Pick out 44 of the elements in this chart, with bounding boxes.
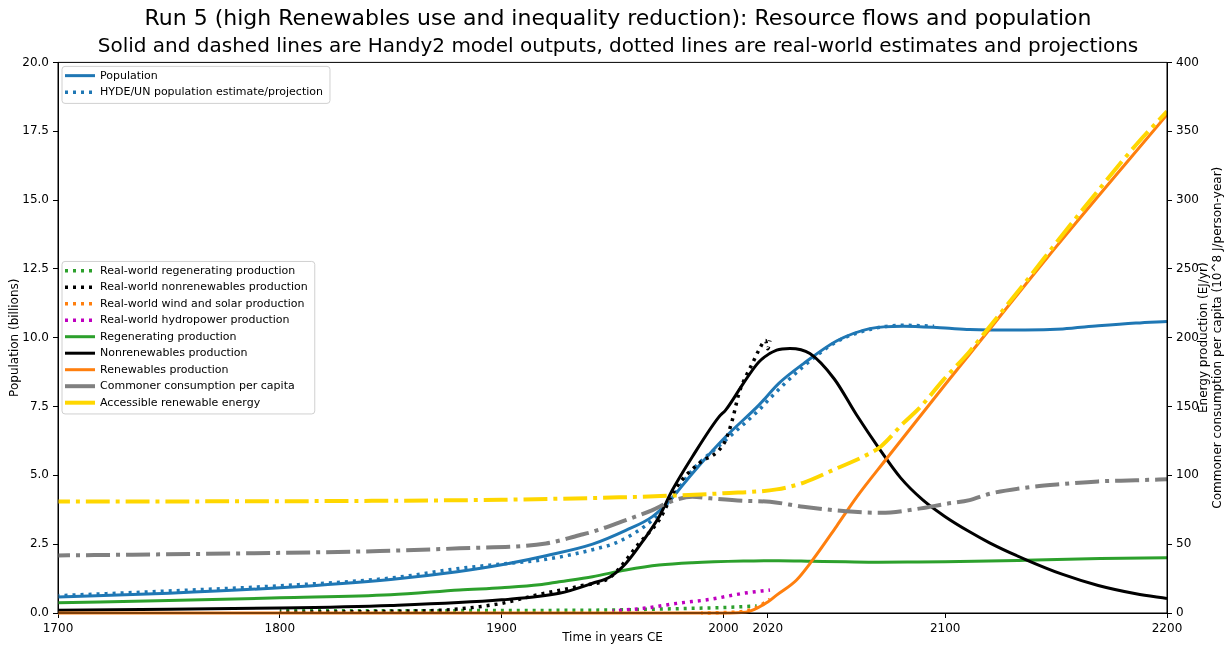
- x-tick-label: 1900: [486, 621, 517, 636]
- line-series: [58, 109, 1167, 504]
- x-axis-title: Time in years CE: [561, 629, 663, 644]
- y-tick-label: 7.5: [29, 398, 49, 413]
- y-axis-title: Population (billions): [7, 278, 22, 397]
- legend-label: Real-world regenerating production: [100, 263, 296, 277]
- y2-tick-label: 50: [1176, 536, 1192, 551]
- legend-label: Commoner consumption per capita: [100, 379, 295, 393]
- y2-tick-label: 300: [1176, 192, 1199, 207]
- x-tick-label: 2100: [929, 621, 961, 636]
- x-tick-label: 2200: [1151, 621, 1183, 636]
- y-tick-label: 10.0: [22, 329, 49, 344]
- legend-label: Regenerating production: [100, 329, 237, 343]
- legend-label: Renewables production: [100, 362, 229, 376]
- y-tick-label: 17.5: [22, 123, 49, 138]
- chart-subtitle: Solid and dashed lines are Handy2 model outputs, dotted lines are real-world estimates and projections: [97, 32, 1139, 57]
- x-tick-label: 2000: [708, 621, 739, 636]
- line-series: [58, 477, 1167, 558]
- x-tick-label: 2020: [752, 621, 784, 636]
- line-series: [610, 588, 772, 613]
- y2-tick-label: 200: [1176, 329, 1199, 344]
- legend-label: Real-world nonrenewables production: [100, 280, 308, 294]
- y-tick-label: 5.0: [29, 467, 49, 482]
- y-tick-label: 2.5: [29, 536, 49, 551]
- legend-label: Real-world wind and solar production: [100, 296, 305, 310]
- y2-tick-label: 0: [1176, 605, 1184, 620]
- legend-label: Nonrenewables production: [100, 346, 248, 360]
- y2-tick-label: 100: [1176, 467, 1199, 482]
- y2-tick-label: 350: [1176, 123, 1199, 138]
- x-tick-label: 1700: [42, 621, 74, 636]
- y2-tick-label: 250: [1176, 261, 1199, 275]
- y-tick-label: 20.0: [22, 54, 49, 69]
- legend-label: Accessible renewable energy: [100, 395, 261, 409]
- y-tick-label: 0.0: [29, 605, 49, 620]
- y2-tick-label: 400: [1176, 54, 1199, 69]
- chart-title: Run 5 (high Renewables use and inequality reduction): Resource flows and population: [144, 4, 1092, 30]
- x-tick-label: 1800: [264, 621, 296, 636]
- line-series: [58, 556, 1167, 605]
- y2-tick-label: 150: [1176, 398, 1199, 413]
- legend-label: Real-world hydropower production: [100, 313, 290, 327]
- legend-label: HYDE/UN population estimate/projection: [100, 85, 323, 99]
- y-tick-label: 15.0: [22, 192, 49, 207]
- y-tick-label: 12.5: [22, 261, 49, 275]
- legend-label: Population: [100, 68, 158, 82]
